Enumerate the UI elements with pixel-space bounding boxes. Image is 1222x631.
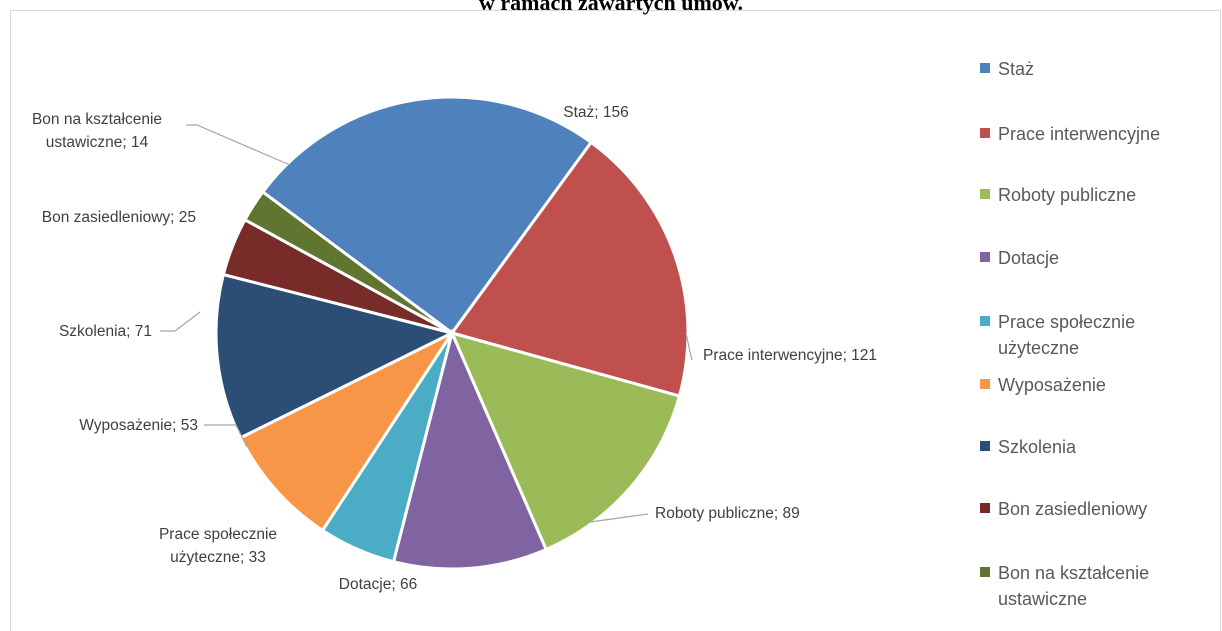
data-label-roboty-publiczne: Roboty publiczne; 89 <box>655 505 800 522</box>
legend-item-bon-zasiedleniowy: Bon zasiedleniowy <box>980 496 1213 522</box>
legend-swatch <box>980 128 990 138</box>
legend-label: Wyposażenie <box>998 375 1106 395</box>
legend-label: Bon na kształcenie ustawiczne <box>998 563 1150 609</box>
pie-slice-staz <box>260 95 594 336</box>
data-label-wyposazenie: Wyposażenie; 53 <box>79 417 198 434</box>
legend-swatch <box>980 503 990 513</box>
legend-swatch <box>980 63 990 73</box>
pie-slice-prace-interwencyjne <box>449 140 690 398</box>
pie-slice-bon-na-ksztalcenie-ustawiczne <box>242 189 453 335</box>
legend-item-prace-spolecznie-uzyteczne: Prace społecznie użyteczne <box>980 309 1148 361</box>
pie-slice-dotacje <box>391 328 549 571</box>
data-label-bon-na-ksztalcenie-ustawiczne: Bon na kształcenie ustawiczne; 14 <box>32 111 162 151</box>
data-label-staz: Staż; 156 <box>563 104 629 121</box>
legend-label: Prace interwencyjne <box>998 124 1161 144</box>
leader-lines <box>160 124 693 523</box>
pie-slices <box>214 95 690 571</box>
legend-label: Roboty publiczne <box>998 185 1137 205</box>
leader-line-wyposazenie <box>204 424 248 448</box>
pie-slice-wyposazenie <box>238 329 457 533</box>
legend-item-szkolenia: Szkolenia <box>980 434 1213 460</box>
legend-swatch <box>980 567 990 577</box>
slice-labels: Staż; 156 Prace interwencyjne; 121 Roboty … <box>32 104 877 593</box>
pie-slice-roboty-publiczne <box>449 330 682 552</box>
data-label-prace-spolecznie-uzyteczne: Prace społecznie użyteczne; 33 <box>159 526 277 566</box>
chart-title: w ramach zawartych umów. <box>479 0 743 15</box>
legend-item-staz: Staż <box>980 56 1213 82</box>
legend-label: Szkolenia <box>998 437 1077 457</box>
legend-swatch <box>980 441 990 451</box>
legend-swatch <box>980 316 990 326</box>
leader-line-bon-na-ksztalcenie-ustawiczne <box>186 124 291 166</box>
legend-label: Dotacje <box>998 248 1060 268</box>
legend-label: Bon zasiedleniowy <box>998 499 1148 519</box>
leader-line-roboty-publiczne <box>589 513 649 523</box>
legend-item-prace-interwencyjne: Prace interwencyjne <box>980 121 1213 147</box>
legend-label: Staż <box>998 59 1035 79</box>
legend-swatch <box>980 379 990 389</box>
leader-line-prace-interwencyjne <box>685 332 693 361</box>
legend-swatch <box>980 252 990 262</box>
legend-item-wyposazenie: Wyposażenie <box>980 372 1213 398</box>
leader-line-szkolenia <box>160 311 201 332</box>
data-label-bon-zasiedleniowy: Bon zasiedleniowy; 25 <box>42 209 196 226</box>
data-label-prace-interwencyjne: Prace interwencyjne; 121 <box>703 347 877 364</box>
pie-slice-szkolenia <box>214 272 457 440</box>
data-label-dotacje: Dotacje; 66 <box>339 576 417 593</box>
legend-item-roboty-publiczne: Roboty publiczne <box>980 182 1213 208</box>
legend-item-bon-na-ksztalcenie-ustawiczne: Bon na kształcenie ustawiczne <box>980 560 1168 612</box>
data-label-szkolenia: Szkolenia; 71 <box>59 323 152 340</box>
legend-label: Prace społecznie użyteczne <box>998 312 1136 358</box>
legend-swatch <box>980 189 990 199</box>
legend-item-dotacje: Dotacje <box>980 245 1213 271</box>
